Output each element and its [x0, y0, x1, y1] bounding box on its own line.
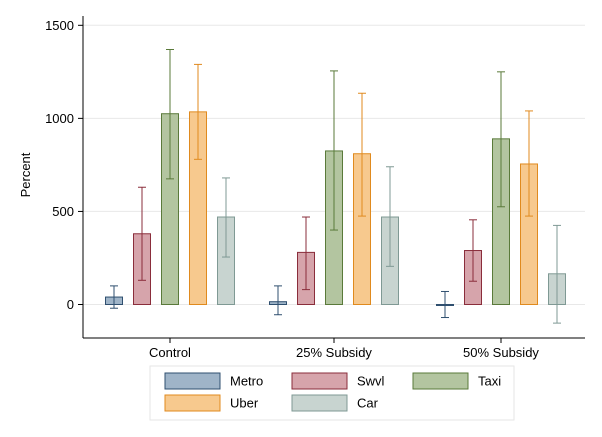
x-ticks: Control 25% Subsidy 50% Subsidy: [149, 338, 539, 360]
y-tick-label: 1500: [45, 18, 74, 33]
legend-swatch-car: [291, 394, 348, 412]
legend-swatch-metro: [164, 372, 221, 390]
legend-swatch-taxi: [412, 372, 469, 390]
x-tick-label: Control: [149, 345, 191, 360]
legend-label-taxi: Taxi: [478, 374, 501, 389]
x-tick-label: 25% Subsidy: [296, 345, 372, 360]
x-tick-label: 50% Subsidy: [463, 345, 539, 360]
y-tick-label: 0: [67, 297, 74, 312]
legend-label-metro: Metro: [230, 374, 263, 389]
y-axis-title: Percent: [18, 152, 33, 197]
legend: Metro Swvl Taxi Uber Car: [149, 365, 515, 421]
bars: [105, 111, 566, 306]
y-ticks: 0 500 1000 1500: [45, 18, 83, 312]
legend-label-uber: Uber: [230, 396, 259, 411]
legend-label-car: Car: [357, 396, 379, 411]
error-bars: [110, 49, 561, 324]
legend-swatch-uber: [164, 394, 221, 412]
legend-swatch-swvl: [291, 372, 348, 390]
legend-label-swvl: Swvl: [357, 374, 385, 389]
y-tick-label: 1000: [45, 111, 74, 126]
y-tick-label: 500: [52, 204, 74, 219]
